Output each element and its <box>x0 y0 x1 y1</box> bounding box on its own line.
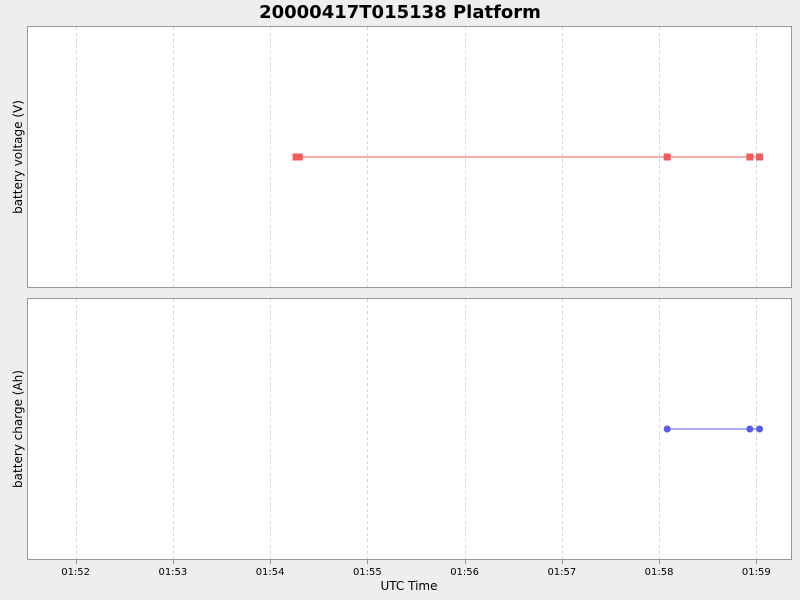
x-tick-label: 01:52 <box>61 567 90 578</box>
x-tick-label: 01:56 <box>450 567 479 578</box>
data-point <box>756 153 764 161</box>
battery-charge-panel: battery charge (Ah) <box>11 298 792 560</box>
y-axis-label: battery charge (Ah) <box>11 370 25 488</box>
chart-title: 20000417T015138 Platform <box>259 2 541 23</box>
data-point <box>663 425 671 433</box>
x-tick-label: 01:58 <box>645 567 674 578</box>
y-axis-label: battery voltage (V) <box>11 100 25 214</box>
gridlines <box>76 27 757 287</box>
battery-voltage-panel: battery voltage (V) <box>11 26 792 288</box>
data-point <box>746 153 754 161</box>
x-tick-label: 01:55 <box>353 567 382 578</box>
x-axis-label: UTC Time <box>381 579 438 593</box>
data-point <box>295 153 303 161</box>
data-point <box>746 425 754 433</box>
series-group <box>292 153 764 161</box>
x-tick-label: 01:59 <box>742 567 771 578</box>
series-group <box>663 425 764 433</box>
x-tick-label: 01:57 <box>547 567 576 578</box>
x-tick-label: 01:54 <box>256 567 285 578</box>
x-axis-ticks: 01:52 01:53 01:54 01:55 01:56 01:57 01:58 01:59 <box>61 560 771 578</box>
x-tick-label: 01:53 <box>158 567 187 578</box>
data-point <box>756 425 764 433</box>
gridlines <box>76 299 757 559</box>
data-point <box>663 153 671 161</box>
